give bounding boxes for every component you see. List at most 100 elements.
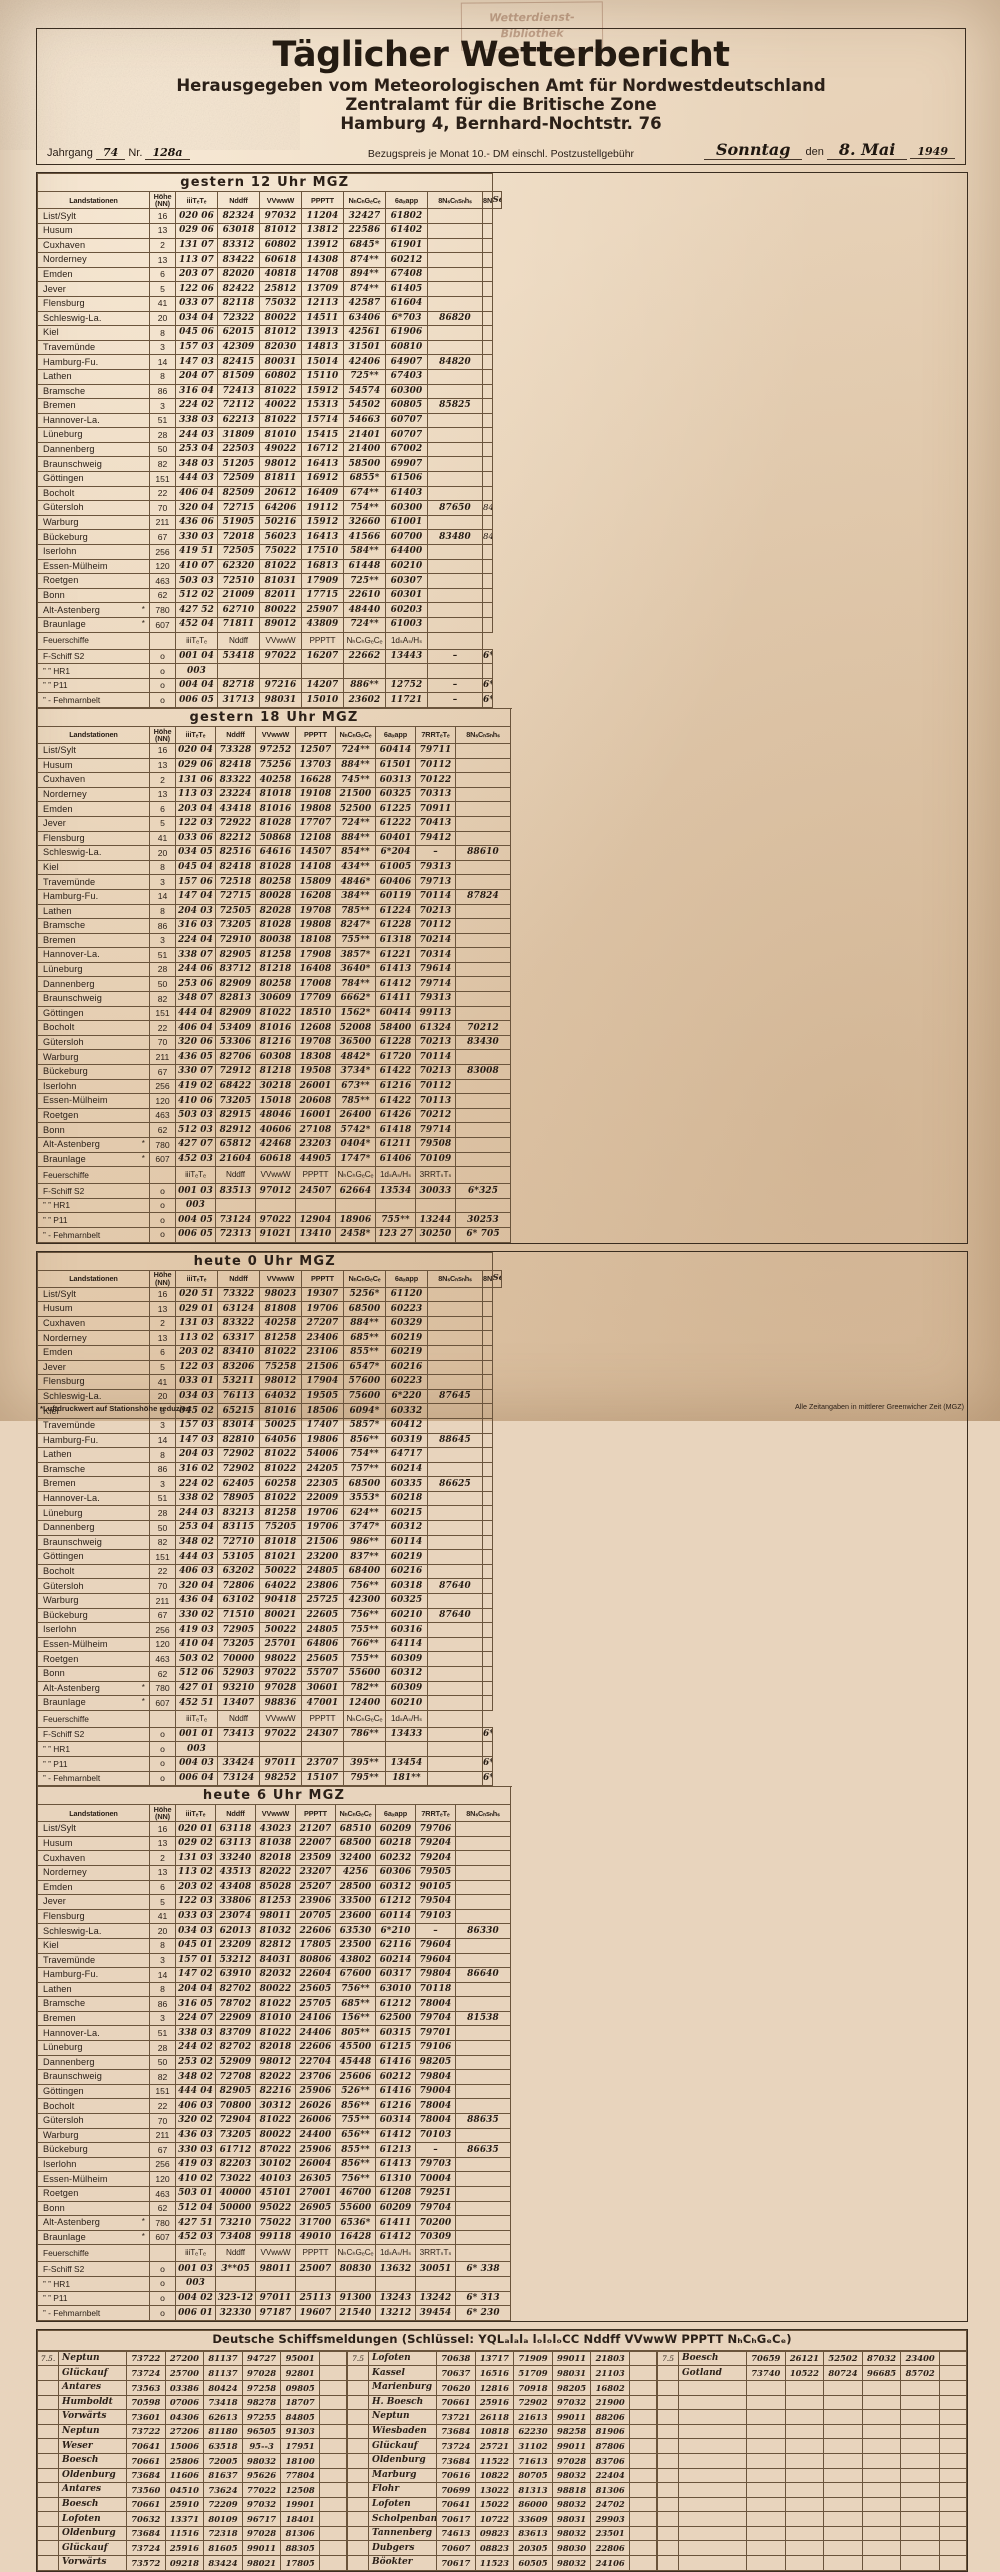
table-row[interactable]: Hamburg-Fu. 14 147 03 82810 64056 19806 856** 6… [37,1432,502,1449]
table-row[interactable]: Flensburg 41 033 07 82118 75032 12113 42587 616… [37,295,502,312]
table-row[interactable]: Braunlage * 607 452 51 13407 98836 47001 12400 6… [37,1695,502,1711]
ship-row[interactable]: 7.5 Lofoten 70638 13717 71909 99011 21803 [347,2350,657,2367]
ship-row[interactable]: Oldenburg 73684 11516 72318 97028 81306 [37,2525,347,2542]
table-row[interactable]: Bückeburg 67 330 07 72912 81218 19508 3734* 614… [37,1064,511,1080]
table-row[interactable]: Bramsche 86 316 04 72413 81022 15912 54574 6030… [37,383,502,400]
ship-row[interactable]: Kassel 70637 16516 51709 98031 21103 [347,2365,657,2381]
ship-row[interactable] [657,2525,967,2542]
table-row[interactable]: Schleswig-La. 20 034 03 76113 64032 19505 7560… [37,1388,502,1405]
ship-row[interactable] [657,2540,967,2557]
lightship-row[interactable]: F-Schiff S2 o 001 01 73413 97022 24307 786** 13… [37,1726,502,1743]
table-row[interactable]: List/Sylt 16 020 04 73328 97252 12507 724** 604… [37,742,511,759]
table-row[interactable]: Lüneburg 28 244 02 82702 82018 22606 45500 6121… [37,2040,511,2056]
table-row[interactable]: Essen-Mülheim 120 410 04 73205 25701 64806 766… [37,1636,502,1653]
ship-row[interactable]: Boesch 70661 25806 72005 98032 18100 [37,2452,347,2469]
ship-row[interactable] [657,2511,967,2527]
ship-row[interactable] [657,2555,967,2571]
ship-row[interactable] [657,2496,967,2513]
table-row[interactable]: List/Sylt 16 020 01 63118 43023 21207 68510 602… [37,1821,511,1837]
ship-row[interactable] [657,2452,967,2469]
lightship-row[interactable]: ” ” HR1 o 003 [37,1741,502,1757]
table-row[interactable]: Bückeburg 67 330 03 72018 56023 16413 41566 607… [37,529,502,546]
table-row[interactable]: Bocholt 22 406 03 70800 30312 26026 856** 61216… [37,2098,511,2115]
table-row[interactable]: Gütersloh 70 320 06 53306 81216 19708 36500 612… [37,1034,511,1051]
ship-row[interactable]: Vorwärts 73601 04306 62613 97255 84805 [37,2409,347,2425]
table-row[interactable]: Jever 5 122 03 33806 81253 23906 33500 61212 795… [37,1894,511,1910]
table-row[interactable]: Braunschweig 82 348 07 82813 30609 17709 6662*… [37,991,511,1007]
table-row[interactable]: Bremen 3 224 02 62405 60258 22305 68500 60335 86… [37,1476,502,1492]
table-row[interactable]: Emden 6 203 02 43408 85028 25207 28500 60312 901… [37,1879,511,1896]
lightship-row[interactable]: ” - Fehmarnbelt o 006 05 31713 98031 15010 236… [37,692,502,708]
table-row[interactable]: Flensburg 41 033 01 53211 98012 17904 57600 602… [37,1374,502,1390]
ship-row[interactable]: Scholpenbank 70617 10722 33609 98031 29903 [347,2511,657,2527]
table-row[interactable]: Göttingen 151 444 04 82905 82216 25906 526** 61… [37,2083,511,2100]
table-row[interactable]: Gütersloh 70 320 02 72904 81022 26006 755** 603… [37,2113,511,2129]
table-row[interactable]: Göttingen 151 444 04 82909 81022 18510 1562* 60… [37,1005,511,1022]
table-row[interactable]: Emden 6 203 04 43418 81016 19808 52500 61225 709… [37,801,511,817]
lightship-row[interactable]: ” - Fehmarnbelt o 006 04 73124 98252 15107 795… [37,1770,502,1787]
table-row[interactable]: Norderney 13 113 03 23224 81018 19108 21500 603… [37,786,511,803]
table-row[interactable]: Essen-Mülheim 120 410 02 73022 40103 26305 756… [37,2171,511,2188]
lightship-row[interactable]: ” - Fehmarnbelt o 006 01 32330 97187 19607 215… [37,2305,511,2321]
ship-row[interactable] [657,2467,967,2484]
table-row[interactable]: Lathen 8 204 03 72902 81022 54006 754** 64717 [37,1447,502,1463]
ship-row[interactable]: 7.5 Boesch 70659 26121 52502 87032 23400 [657,2350,967,2367]
table-row[interactable]: Flensburg 41 033 06 82212 50868 12108 884** 604… [37,830,511,847]
table-row[interactable]: Hamburg-Fu. 14 147 02 63910 82032 22604 67600 6… [37,1967,511,1983]
table-row[interactable]: Dannenberg 50 253 04 22503 49022 16712 21400 67… [37,441,502,458]
table-row[interactable]: Bonn 62 512 06 52903 97022 55707 55600 60312 [37,1666,502,1682]
table-row[interactable]: Schleswig-La. 20 034 05 82516 64616 14507 854*… [37,845,511,861]
table-row[interactable]: Roetgen 463 503 01 40000 45101 27001 46700 6120… [37,2186,511,2202]
table-row[interactable]: List/Sylt 16 020 06 82324 97032 11204 32427 618… [37,208,502,224]
table-row[interactable]: Hannover-La. 51 338 03 83709 81022 24406 805**… [37,2025,511,2042]
table-row[interactable]: Emden 6 203 02 83410 81022 23106 855** 60219 [37,1344,502,1361]
table-row[interactable]: Alt-Astenberg * 780 427 01 93210 97028 30601 78… [37,1680,502,1697]
ship-row[interactable]: Wiesbaden 73684 10818 62230 98258 81906 [347,2423,657,2440]
table-row[interactable]: Norderney 13 113 02 43513 82022 23207 4256 6030… [37,1864,511,1881]
table-row[interactable]: Roetgen 463 503 03 72510 81031 17909 725** 6030… [37,573,502,589]
ship-row[interactable]: 7.5. Neptun 73722 27200 81137 94727 95001 [37,2350,347,2367]
table-row[interactable]: Travemünde 3 157 03 42309 82030 14813 31501 608… [37,339,502,356]
ship-row[interactable]: Glückauf 73724 25916 81605 99011 88305 [37,2540,347,2557]
table-row[interactable]: Dannenberg 50 253 04 83115 75205 19706 3747* 60… [37,1520,502,1536]
ship-row[interactable]: Oldenburg 73684 11606 81637 95626 77804 [37,2467,347,2484]
table-row[interactable]: Travemünde 3 157 01 53212 84031 80806 43802 602… [37,1952,511,1969]
table-row[interactable]: Bonn 62 512 03 82912 40606 27108 5742* 61418 797… [37,1122,511,1139]
table-row[interactable]: Alt-Astenberg * 780 427 52 62710 80022 25907 48… [37,602,502,619]
ship-row[interactable]: Dubgers 70607 08823 20305 98030 22806 [347,2540,657,2557]
table-row[interactable]: Braunlage * 607 452 03 73408 99118 49010 16428 6… [37,2229,511,2246]
table-row[interactable]: Warburg 211 436 06 51905 50216 15912 32660 6100… [37,514,502,531]
table-row[interactable]: Husum 13 029 02 63113 81038 22007 68500 60218 79… [37,1835,511,1852]
table-row[interactable]: Kiel 8 045 04 82418 81028 14108 434** 61005 7931… [37,859,511,876]
table-row[interactable]: Hannover-La. 51 338 03 62213 81022 15714 54663… [37,412,502,429]
table-row[interactable]: Cuxhaven 2 131 06 83322 40258 16628 745** 60313… [37,772,511,788]
ship-row[interactable]: Humboldt 70598 07006 73418 98278 18707 [37,2394,347,2411]
table-row[interactable]: Bonn 62 512 02 21009 82011 17715 22610 60301 [37,587,502,604]
ship-row[interactable]: Neptun 73722 27206 81180 96505 91303 [37,2423,347,2440]
ship-row[interactable]: Gotland 73740 10522 80724 96685 85702 [657,2365,967,2381]
table-row[interactable]: Kiel 8 045 01 23209 82812 17805 23500 62116 7960… [37,1937,511,1954]
lightship-row[interactable]: F-Schiff S2 o 001 03 3**05 98011 25007 80830 13… [37,2261,511,2277]
table-row[interactable]: Bremen 3 224 04 72910 80038 18108 755** 61318 70… [37,932,511,949]
table-row[interactable]: Bramsche 86 316 02 72902 81022 24205 757** 6021… [37,1461,502,1478]
table-row[interactable]: Gütersloh 70 320 04 72715 64206 19112 754** 603… [37,500,502,516]
lightship-row[interactable]: F-Schiff S2 o 001 03 83513 97012 24507 62664 13… [37,1183,511,1199]
table-row[interactable]: Göttingen 151 444 03 53105 81021 23200 837** 60… [37,1549,502,1565]
table-row[interactable]: Hannover-La. 51 338 02 78905 81022 22009 3553*… [37,1490,502,1507]
table-row[interactable]: Bramsche 86 316 03 73205 81028 19808 8247* 6122… [37,918,511,934]
ship-row[interactable]: Böokter 70617 11523 60505 98032 24106 [347,2555,657,2571]
lightship-row[interactable]: ” ” HR1 o 003 [37,663,502,679]
lightship-row[interactable]: ” ” HR1 o 003 [37,2275,511,2292]
table-row[interactable]: Norderney 13 113 07 83422 60618 14308 874** 602… [37,252,502,268]
lightship-row[interactable]: ” ” HR1 o 003 [37,1197,511,1214]
table-row[interactable]: Iserlohn 256 419 02 68422 30218 26001 673** 612… [37,1078,511,1095]
table-row[interactable]: Kiel 8 045 06 62015 81012 13913 42561 61906 [37,325,502,341]
table-row[interactable]: Warburg 211 436 04 63102 90418 25725 42300 6032… [37,1593,502,1609]
ship-row[interactable] [657,2438,967,2454]
ship-row[interactable]: Glückauf 73724 25700 81137 97028 92801 [37,2365,347,2381]
table-row[interactable]: Roetgen 463 503 03 82915 48046 16001 26400 6142… [37,1107,511,1124]
table-row[interactable]: Jever 5 122 06 82422 25812 13709 874** 61405 [37,281,502,297]
ship-row[interactable]: Glückauf 73724 25721 31102 99011 87806 [347,2438,657,2454]
table-row[interactable]: Hamburg-Fu. 14 147 03 82415 80031 15014 42406 6… [37,354,502,370]
table-row[interactable]: Warburg 211 436 03 73205 80022 24400 656** 6141… [37,2127,511,2144]
